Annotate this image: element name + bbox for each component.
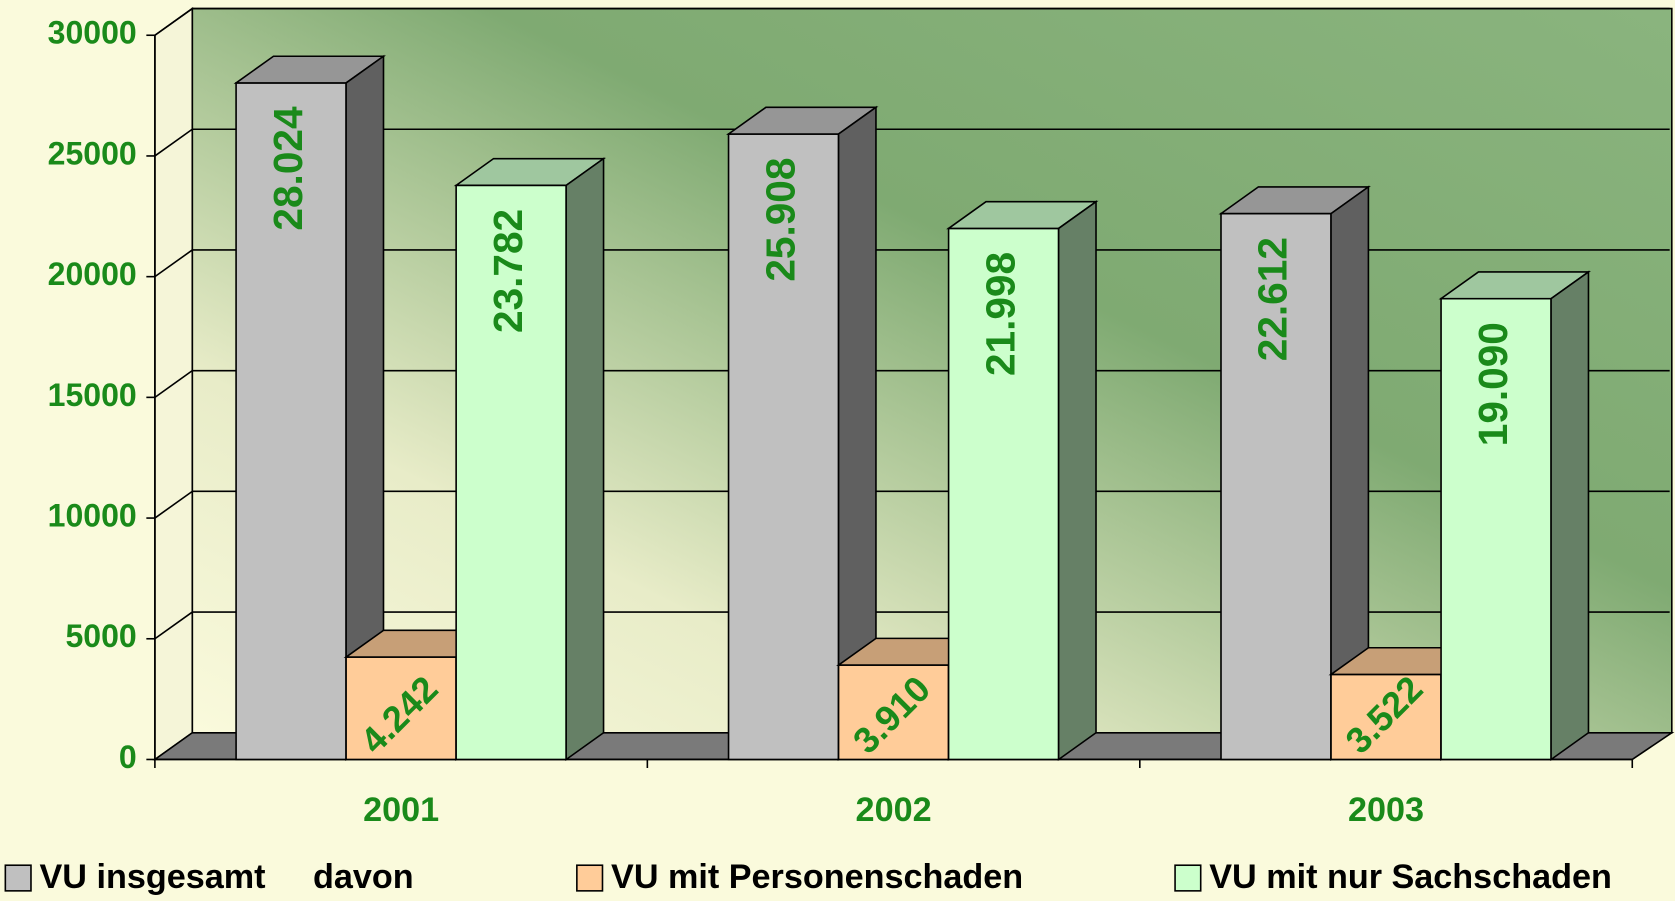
grid-line	[154, 249, 193, 278]
bar	[1440, 297, 1552, 761]
legend-swatch	[576, 864, 604, 892]
y-tick-label: 0	[119, 739, 137, 775]
value-label: 22.612	[1250, 237, 1296, 361]
x-tick-label: 2002	[856, 791, 932, 829]
bar	[837, 664, 950, 761]
bar	[1330, 673, 1442, 761]
grid-line	[154, 611, 193, 640]
grid-line	[154, 7, 193, 36]
value-label: 19.090	[1470, 322, 1516, 446]
bar	[947, 227, 1060, 761]
bar	[345, 656, 457, 761]
y-tick-label: 15000	[48, 377, 137, 413]
bar	[455, 184, 567, 761]
y-tick-label: 25000	[48, 135, 137, 171]
value-label: 23.782	[485, 209, 531, 333]
bar-side	[1550, 270, 1590, 762]
grid-line	[154, 128, 193, 157]
grid-line	[154, 490, 193, 519]
bar-side	[1057, 200, 1097, 762]
bar	[1220, 212, 1332, 761]
legend-label: VU mit nur Sachschaden	[1209, 858, 1612, 896]
y-tick-label: 10000	[48, 498, 137, 534]
value-label: 21.998	[977, 252, 1023, 376]
legend-swatch	[1174, 864, 1202, 892]
legend-swatch	[4, 864, 32, 892]
legend-label: VU insgesamt davon	[40, 858, 414, 896]
y-tick-label: 20000	[48, 256, 137, 292]
bar	[235, 82, 347, 761]
bar	[727, 133, 840, 761]
y-tick-label: 5000	[65, 618, 136, 654]
x-tick-label: 2001	[363, 791, 439, 829]
x-tick-label: 2003	[1348, 791, 1424, 829]
grid-line	[154, 370, 193, 399]
bar-side	[565, 157, 605, 762]
value-label: 25.908	[757, 158, 803, 282]
y-tick-label: 30000	[48, 15, 137, 51]
value-label: 28.024	[265, 106, 311, 231]
legend-label: VU mit Personenschaden	[611, 858, 1023, 896]
